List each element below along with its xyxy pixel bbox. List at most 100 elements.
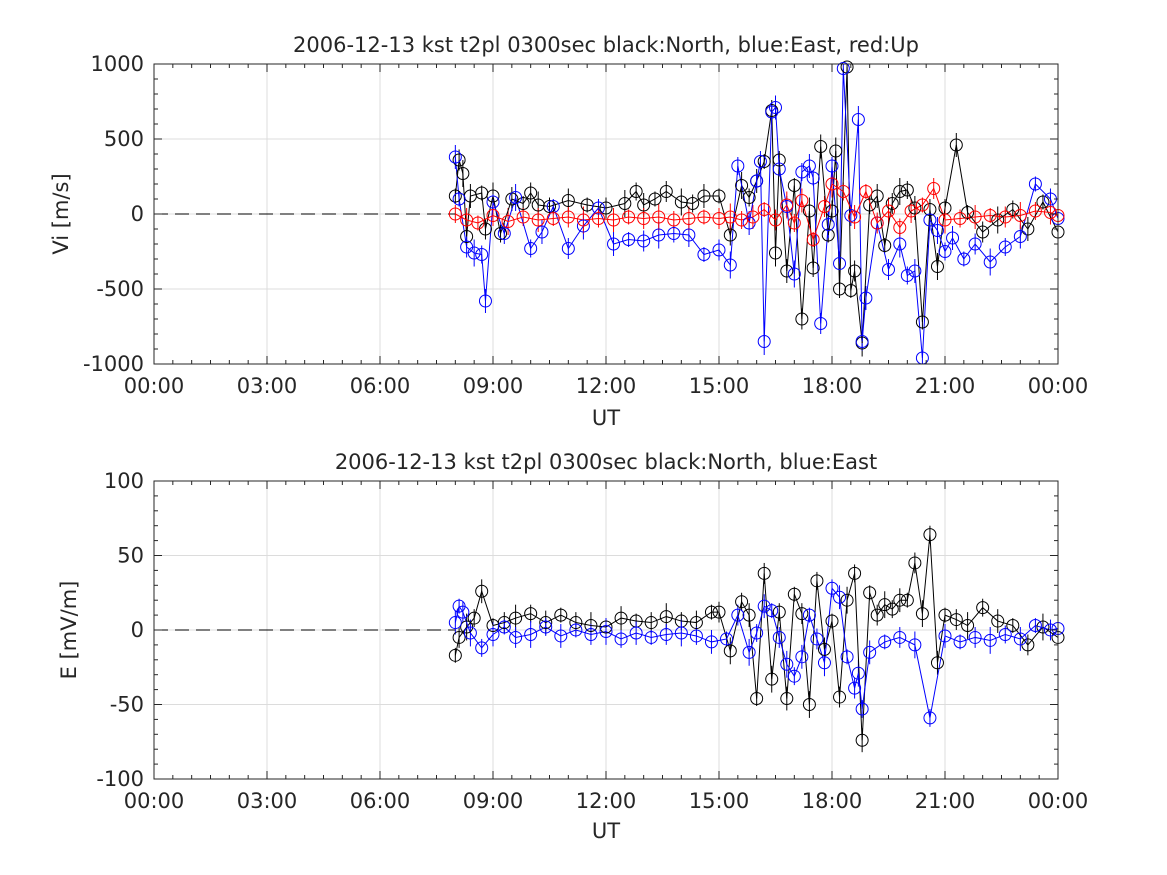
top-data-point-up xyxy=(622,210,636,224)
top-data-point-east xyxy=(998,240,1012,254)
top-data-point-east xyxy=(833,257,847,270)
top-data-point-up xyxy=(998,210,1012,224)
top-data-point-east xyxy=(475,248,489,261)
top-data-point-north xyxy=(524,186,538,200)
bottom-data-point-east xyxy=(810,632,824,646)
top-data-point-up xyxy=(795,194,809,207)
top-data-point-east xyxy=(448,150,462,164)
bottom-data-point-north xyxy=(938,608,952,622)
top-data-point-east xyxy=(697,248,711,261)
bottom-data-point-east xyxy=(825,581,839,595)
bottom-x-axis-label: UT xyxy=(592,819,620,843)
bottom-x-tick-label: 21:00 xyxy=(915,789,976,813)
bottom-x-tick-label: 09:00 xyxy=(463,789,524,813)
top-data-point-east xyxy=(968,237,982,251)
top-x-tick-label: 12:00 xyxy=(576,374,637,398)
bottom-data-point-north xyxy=(810,574,824,588)
top-data-point-east xyxy=(821,218,835,231)
bottom-data-point-east xyxy=(938,629,952,643)
top-data-point-up xyxy=(769,213,782,227)
top-data-point-east xyxy=(467,246,481,260)
top-x-axis-label: UT xyxy=(592,406,620,430)
top-data-point-up xyxy=(576,213,590,227)
bottom-data-point-north xyxy=(750,692,764,706)
top-data-point-east xyxy=(1013,230,1027,243)
bottom-x-tick-label: 12:00 xyxy=(576,789,637,813)
top-data-point-up xyxy=(1013,209,1027,222)
top-data-point-east xyxy=(723,258,737,272)
top-data-point-up xyxy=(848,210,862,224)
top-data-point-up xyxy=(712,212,726,225)
top-data-point-up xyxy=(825,177,839,191)
top-data-point-north xyxy=(802,204,816,218)
top-data-point-north xyxy=(686,197,700,210)
top-data-point-north xyxy=(780,264,794,278)
top-data-point-north xyxy=(795,312,809,326)
bottom-data-point-north xyxy=(825,614,839,628)
top-data-point-east xyxy=(930,224,944,237)
bottom-x-tick-label: 15:00 xyxy=(689,789,750,813)
top-data-point-up xyxy=(1043,206,1057,219)
top-y-tick-label: 500 xyxy=(104,127,144,151)
top-data-point-north xyxy=(814,140,828,153)
top-data-point-up xyxy=(637,212,651,225)
bottom-data-point-north xyxy=(704,605,718,619)
top-chart-title: 2006-12-13 kst t2pl 0300sec black:North,… xyxy=(293,33,919,57)
top-data-point-up xyxy=(486,209,500,222)
top-data-point-east xyxy=(814,317,828,330)
top-data-point-north xyxy=(543,200,556,213)
top-x-tick-label: 18:00 xyxy=(802,374,863,398)
bottom-y-tick-label: 0 xyxy=(131,618,144,642)
bottom-data-point-east xyxy=(772,630,786,644)
top-data-point-up xyxy=(591,212,605,225)
top-data-point-east xyxy=(509,191,523,204)
bottom-data-point-east xyxy=(539,620,553,634)
top-data-point-up xyxy=(953,212,967,225)
top-data-point-north xyxy=(825,204,839,218)
top-data-point-up xyxy=(836,185,850,198)
bottom-data-point-east xyxy=(863,645,877,659)
bottom-y-axis-label: E [mV/m] xyxy=(57,581,81,680)
bottom-data-point-east xyxy=(599,624,613,638)
bottom-data-point-east xyxy=(787,669,801,683)
top-data-point-east xyxy=(452,192,466,206)
bottom-data-point-north xyxy=(497,616,511,630)
top-data-point-north xyxy=(757,155,771,168)
bottom-data-point-north xyxy=(554,608,568,622)
bottom-data-point-east xyxy=(569,623,583,637)
bottom-data-point-east xyxy=(644,630,658,644)
top-x-tick-label: 09:00 xyxy=(463,374,524,398)
bottom-data-point-east xyxy=(851,666,865,680)
top-data-point-east xyxy=(908,264,922,278)
top-data-point-east xyxy=(855,335,869,348)
top-data-point-north xyxy=(712,189,726,203)
bottom-data-point-north xyxy=(1036,620,1050,634)
top-data-point-east xyxy=(859,291,873,305)
top-data-point-north xyxy=(848,264,862,278)
top-data-point-up xyxy=(697,210,711,224)
bottom-data-point-east xyxy=(689,629,703,643)
top-data-point-north xyxy=(821,228,835,242)
top-x-tick-label: 06:00 xyxy=(350,374,411,398)
top-data-point-east xyxy=(622,233,636,246)
top-x-tick-label: 03:00 xyxy=(237,374,298,398)
top-data-point-up xyxy=(561,210,575,224)
top-y-tick-label: -500 xyxy=(96,277,144,301)
top-data-point-east xyxy=(946,231,960,245)
top-data-point-north xyxy=(561,194,575,207)
top-data-point-east xyxy=(731,159,745,173)
top-data-point-east xyxy=(900,269,914,282)
top-data-point-north xyxy=(531,198,545,212)
top-data-point-north xyxy=(618,197,632,210)
bottom-data-point-east xyxy=(855,702,869,716)
top-data-point-north xyxy=(787,179,801,192)
bottom-y-tick-label: 100 xyxy=(104,469,144,493)
top-data-point-north xyxy=(648,192,662,206)
top-data-point-east xyxy=(591,201,605,215)
top-data-point-up xyxy=(516,210,530,224)
top-data-point-up xyxy=(1028,204,1042,218)
top-data-point-east xyxy=(806,171,820,185)
top-data-point-east xyxy=(983,255,997,269)
bottom-data-point-north xyxy=(795,607,809,621)
top-data-point-up xyxy=(546,212,560,225)
